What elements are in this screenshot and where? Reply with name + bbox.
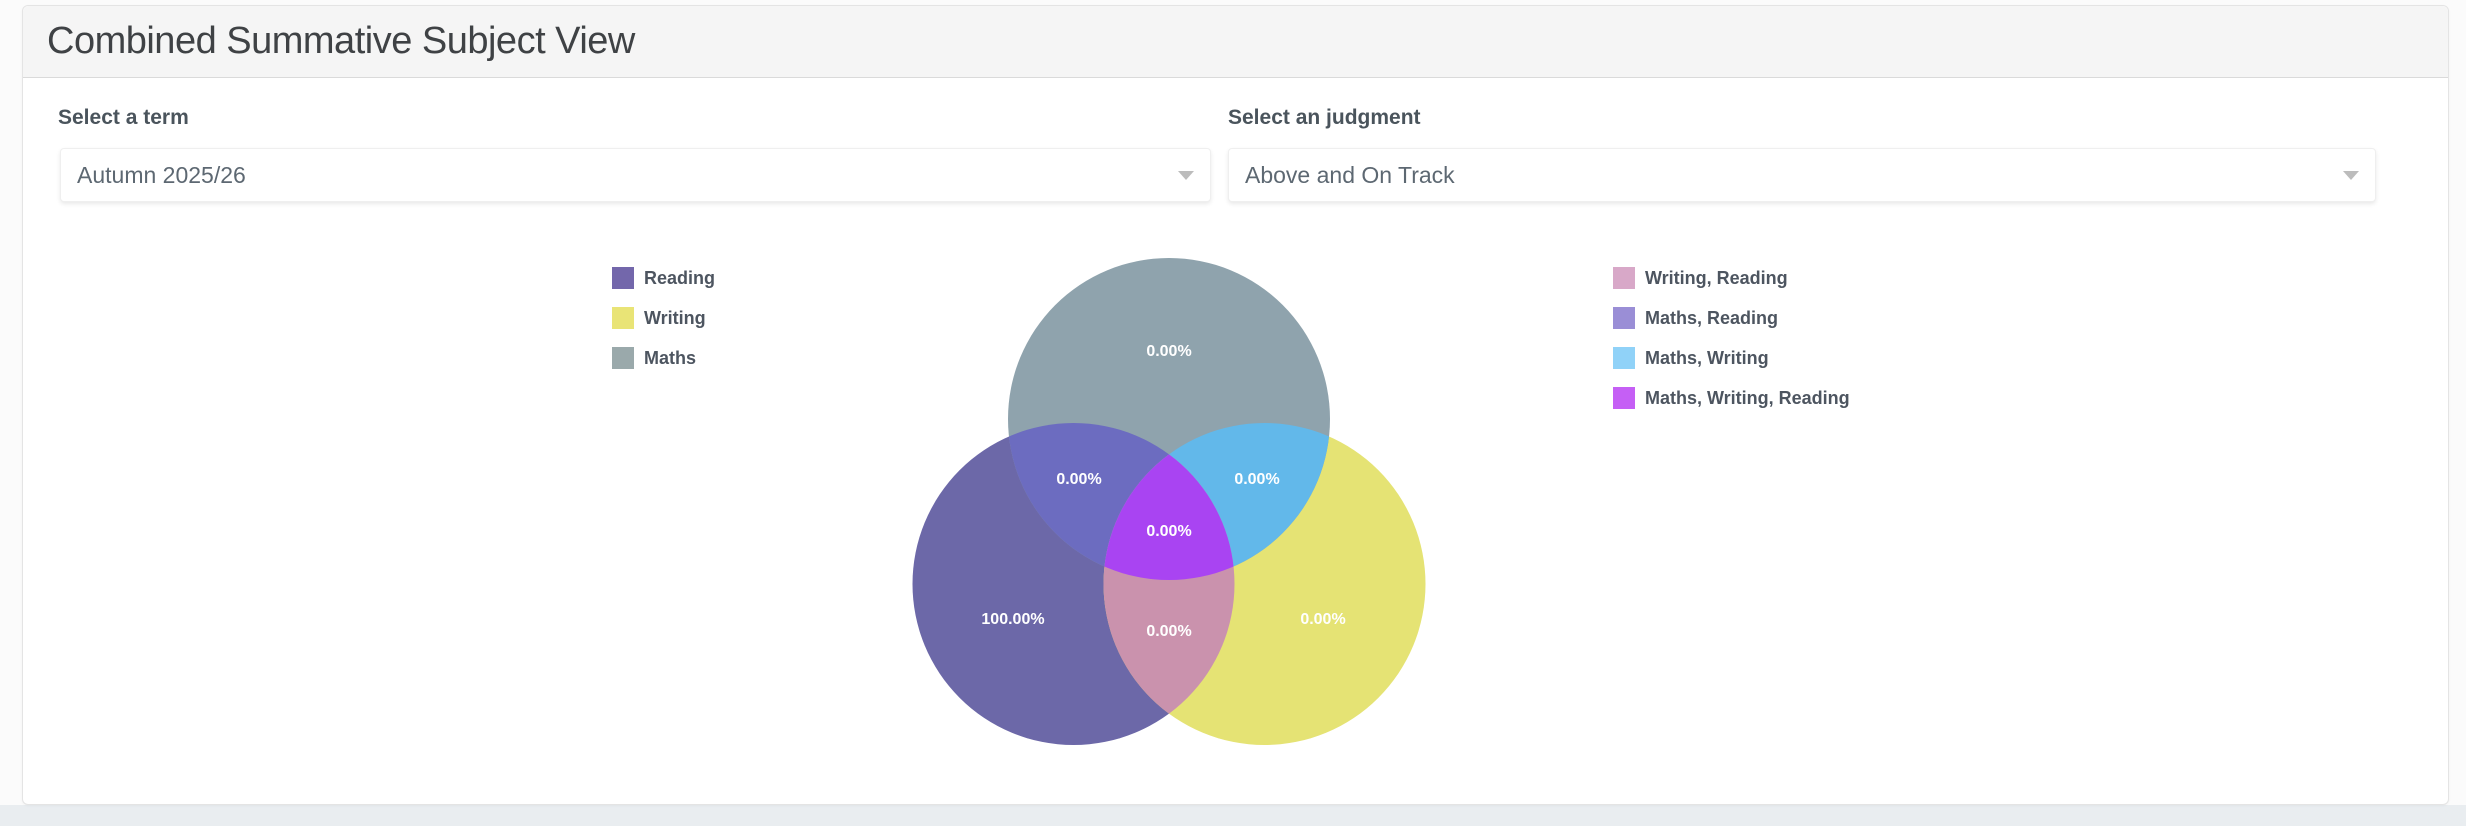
- legend-single-sets: Reading Writing Maths: [612, 267, 715, 369]
- judgment-select[interactable]: Above and On Track: [1228, 148, 2376, 202]
- card-header: Combined Summative Subject View: [23, 6, 2448, 78]
- legend-item-maths-writing-reading[interactable]: Maths, Writing, Reading: [1613, 387, 1850, 409]
- venn-label-maths-reading: 0.00%: [1056, 471, 1101, 488]
- legend-swatch-reading: [612, 267, 634, 289]
- combined-summative-card: Combined Summative Subject View Select a…: [22, 5, 2449, 805]
- legend-item-maths-reading[interactable]: Maths, Reading: [1613, 307, 1850, 329]
- venn-region-maths-writing[interactable]: [1008, 258, 1330, 580]
- venn-label-maths-writing-reading: 0.00%: [1146, 523, 1191, 540]
- legend-swatch-maths: [612, 347, 634, 369]
- legend-swatch-maths-writing-reading: [1613, 387, 1635, 409]
- chevron-down-icon: [1178, 170, 1194, 180]
- legend-item-maths[interactable]: Maths: [612, 347, 715, 369]
- venn-label-reading: 100.00%: [981, 611, 1044, 628]
- legend-item-reading[interactable]: Reading: [612, 267, 715, 289]
- venn-label-writing: 0.00%: [1300, 611, 1345, 628]
- legend-item-maths-writing[interactable]: Maths, Writing: [1613, 347, 1850, 369]
- page-background-strip: [0, 805, 2466, 826]
- judgment-select-label: Select an judgment: [1228, 106, 1421, 129]
- venn-label-maths-writing: 0.00%: [1234, 471, 1279, 488]
- judgment-select-value: Above and On Track: [1245, 161, 1455, 188]
- venn-region-maths-reading[interactable]: [1008, 258, 1330, 580]
- venn-label-writing-reading: 0.00%: [1146, 623, 1191, 640]
- legend-swatch-writing-reading: [1613, 267, 1635, 289]
- venn-label-maths: 0.00%: [1146, 343, 1191, 360]
- legend-swatch-maths-writing: [1613, 347, 1635, 369]
- page-title: Combined Summative Subject View: [47, 20, 635, 62]
- legend-item-writing-reading[interactable]: Writing, Reading: [1613, 267, 1850, 289]
- legend-intersections: Writing, Reading Maths, Reading Maths, W…: [1613, 267, 1850, 409]
- legend-swatch-writing: [612, 307, 634, 329]
- card-body: Select a term Autumn 2025/26 Select an j…: [23, 78, 2448, 804]
- term-select-value: Autumn 2025/26: [77, 161, 246, 188]
- venn-region-maths-writing-reading[interactable]: [1103, 423, 1426, 745]
- legend-item-writing[interactable]: Writing: [612, 307, 715, 329]
- term-select[interactable]: Autumn 2025/26: [60, 148, 1211, 202]
- venn-diagram: 0.00% 0.00% 0.00% 0.00% 100.00% 0.00% 0.…: [912, 258, 1426, 745]
- legend-swatch-maths-reading: [1613, 307, 1635, 329]
- chevron-down-icon: [2343, 170, 2359, 180]
- term-select-label: Select a term: [58, 106, 189, 129]
